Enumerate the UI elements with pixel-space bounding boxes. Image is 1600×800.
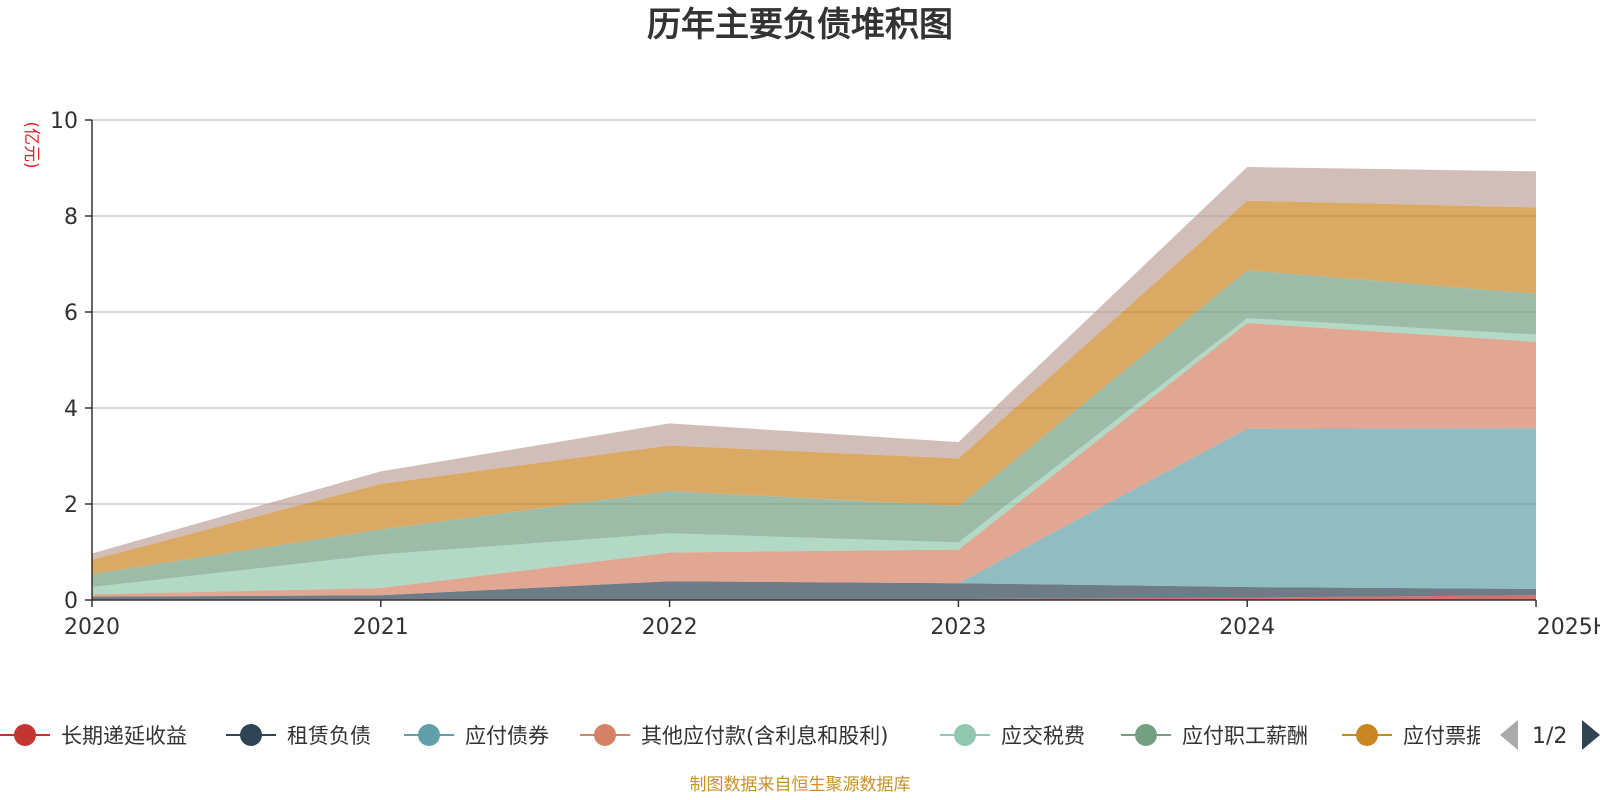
y-axis-unit-label: (亿元) (21, 121, 41, 168)
chart-title: 历年主要负债堆积图 (647, 5, 953, 45)
legend-pager: 1/2 (1500, 720, 1600, 750)
legend-item[interactable]: 应付票据 (1342, 724, 1487, 748)
legend-items: 长期递延收益 租赁负债 应付债券 其他应付款(含利息和股利) 应交税费 应付职工薪酬 应付票… (0, 724, 1487, 748)
area-series-2 (92, 428, 1536, 597)
area-series-1 (92, 581, 1536, 600)
legend-item[interactable]: 长期递延收益 (0, 724, 187, 748)
legend-marker-icon (1356, 724, 1378, 746)
legend-item[interactable]: 应交税费 (940, 724, 1085, 748)
axes: 0 2 4 6 8 10 2020 2021 2022 2023 2024 2025H1 (50, 109, 1600, 640)
legend-next-icon[interactable] (1582, 720, 1600, 750)
y-tick-label: 6 (64, 301, 78, 326)
area-series-4 (92, 318, 1536, 595)
y-tick-label: 0 (64, 589, 78, 614)
legend-marker-icon (418, 724, 440, 746)
area-series-7 (92, 167, 1536, 560)
y-tick-label: 10 (50, 109, 78, 134)
area-series-group (92, 167, 1536, 600)
legend-item[interactable]: 租赁负债 (226, 724, 371, 748)
legend-prev-icon[interactable] (1500, 720, 1518, 750)
legend-marker-icon (594, 724, 616, 746)
legend-label: 其他应付款(含利息和股利) (641, 724, 888, 748)
legend-label: 应交税费 (1001, 724, 1085, 748)
x-tick-label: 2020 (64, 615, 120, 640)
legend-marker-icon (240, 724, 262, 746)
legend-label: 应付职工薪酬 (1182, 724, 1308, 748)
y-tick-label: 2 (64, 493, 78, 518)
legend-page-indicator: 1/2 (1532, 724, 1567, 749)
legend-label: 应付债券 (465, 724, 549, 748)
area-series-5 (92, 270, 1536, 588)
legend-item[interactable]: 应付债券 (404, 724, 549, 748)
legend-marker-icon (954, 724, 976, 746)
legend-label: 租赁负债 (287, 724, 371, 748)
legend-marker-icon (1135, 724, 1157, 746)
x-tick-label: 2024 (1219, 615, 1275, 640)
area-series-3 (92, 323, 1536, 597)
legend: 长期递延收益 租赁负债 应付债券 其他应付款(含利息和股利) 应交税费 应付职工薪酬 应付票… (0, 724, 1487, 748)
x-tick-label: 2022 (642, 615, 698, 640)
area-series-6 (92, 200, 1536, 575)
area-series-0 (92, 595, 1536, 600)
legend-label: 应付票据 (1403, 724, 1487, 748)
y-tick-label: 4 (64, 397, 78, 422)
x-tick-label: 2023 (930, 615, 986, 640)
data-source-note: 制图数据来自恒生聚源数据库 (690, 775, 911, 795)
x-tick-label: 2021 (353, 615, 409, 640)
legend-item[interactable]: 应付职工薪酬 (1121, 724, 1308, 748)
legend-item[interactable]: 其他应付款(含利息和股利) (580, 724, 888, 748)
y-tick-label: 8 (64, 205, 78, 230)
legend-label: 长期递延收益 (61, 724, 187, 748)
legend-marker-icon (14, 724, 36, 746)
x-tick-label: 2025H1 (1537, 615, 1600, 640)
